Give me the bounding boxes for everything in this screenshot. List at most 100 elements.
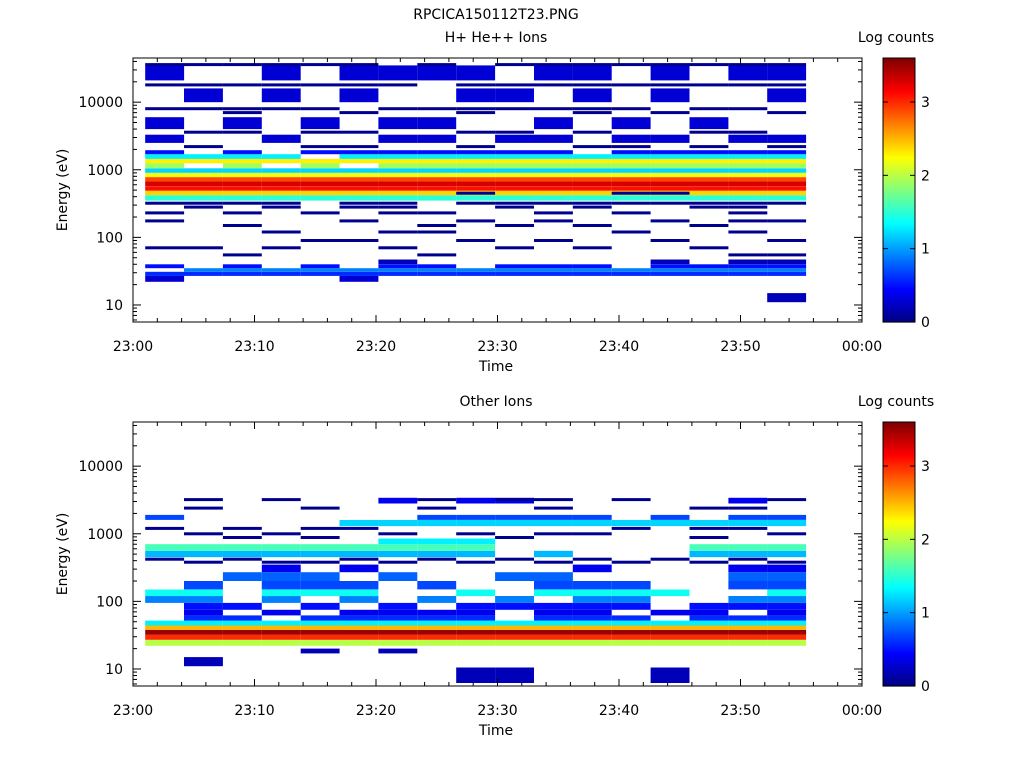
- heatmap-cell: [184, 596, 223, 603]
- heatmap-cell: [534, 506, 573, 510]
- colorbar-segment: [883, 156, 915, 159]
- heatmap-cell: [534, 514, 573, 520]
- colorbar-segment: [883, 466, 915, 469]
- heatmap-cell: [611, 526, 651, 530]
- heatmap-cell: [145, 620, 185, 626]
- heatmap-cell: [222, 186, 262, 191]
- heatmap-cell: [611, 271, 651, 276]
- colorbar-segment: [883, 298, 915, 301]
- heatmap-cell: [728, 172, 768, 178]
- heatmap-cell: [222, 172, 262, 178]
- colorbar-segment: [883, 180, 915, 183]
- heatmap-cell: [339, 581, 379, 590]
- heatmap-cell: [417, 163, 457, 169]
- heatmap-cell: [378, 150, 418, 155]
- heatmap-cell: [300, 589, 340, 597]
- heatmap-cell: [767, 560, 807, 564]
- colorbar-segment: [883, 512, 915, 515]
- colorbar-segment: [883, 128, 915, 131]
- x-tick-label: 00:00: [842, 339, 882, 355]
- heatmap-cell: [456, 65, 496, 81]
- heatmap-cell: [300, 158, 340, 164]
- heatmap-cell: [534, 572, 573, 581]
- colorbar-segment: [883, 550, 915, 553]
- colorbar-segment: [883, 168, 915, 171]
- heatmap-cell: [689, 246, 729, 250]
- colorbar-segment: [883, 552, 915, 555]
- colorbar-segment: [883, 246, 915, 249]
- heatmap-cell: [728, 268, 768, 272]
- heatmap-cell: [378, 639, 418, 646]
- heatmap-cell: [145, 271, 185, 276]
- heatmap-cell: [495, 195, 534, 201]
- colorbar-segment: [883, 220, 915, 223]
- heatmap-cell: [222, 271, 262, 276]
- heatmap-cell: [222, 639, 262, 646]
- heatmap-cell: [650, 65, 690, 81]
- heatmap-cell: [650, 639, 690, 646]
- heatmap-cell: [145, 181, 185, 187]
- heatmap-cell: [572, 172, 612, 178]
- heatmap-cell: [611, 145, 651, 149]
- heatmap-cell: [572, 186, 612, 191]
- heatmap-cell: [767, 201, 807, 205]
- heatmap-cell: [456, 163, 496, 169]
- colorbar-tick-label: 1: [921, 606, 930, 622]
- colorbar-segment: [883, 626, 915, 629]
- colorbar-segment: [883, 450, 915, 453]
- heatmap-cell: [689, 550, 729, 558]
- heatmap-cell: [222, 620, 262, 626]
- heatmap-cell: [378, 181, 418, 187]
- heatmap-cell: [534, 163, 573, 169]
- heatmap-cell: [339, 620, 379, 626]
- heatmap-cell: [222, 557, 262, 561]
- heatmap-cell: [456, 667, 496, 683]
- colorbar-segment: [883, 92, 915, 95]
- heatmap-cell: [339, 615, 379, 621]
- heatmap-cell: [339, 268, 379, 272]
- heatmap-cell: [145, 514, 185, 520]
- colorbar-segment: [883, 294, 915, 297]
- heatmap-cell: [767, 111, 807, 115]
- heatmap-cell: [222, 107, 262, 111]
- heatmap-cell: [222, 195, 262, 201]
- colorbar-segment: [883, 198, 915, 201]
- heatmap-cell: [534, 190, 573, 196]
- colorbar-tick-label: 0: [921, 315, 930, 331]
- heatmap-cell: [184, 615, 223, 621]
- heatmap-cell: [495, 557, 534, 561]
- colorbar-tick-label: 2: [921, 168, 930, 184]
- heatmap-cell: [456, 609, 496, 616]
- heatmap-cell: [456, 615, 496, 621]
- heatmap-cell: [495, 168, 534, 173]
- heatmap-cell: [261, 498, 301, 502]
- heatmap-cell: [339, 145, 379, 149]
- heatmap-cell: [145, 557, 185, 561]
- heatmap-cell: [728, 526, 768, 530]
- heatmap-cell: [572, 177, 612, 182]
- heatmap-cell: [417, 538, 457, 545]
- heatmap-cell: [339, 190, 379, 196]
- heatmap-cell: [456, 172, 496, 178]
- heatmap-cell: [378, 230, 418, 234]
- heatmap-cell: [572, 557, 612, 561]
- colorbar-segment: [883, 514, 915, 517]
- heatmap-cell: [456, 497, 496, 504]
- heatmap-cell: [534, 520, 573, 527]
- heatmap-cell: [534, 589, 573, 597]
- heatmap-cell: [728, 107, 768, 111]
- heatmap-cell: [689, 63, 729, 67]
- heatmap-cell: [534, 634, 573, 640]
- heatmap-cell: [184, 107, 223, 111]
- heatmap-cell: [689, 536, 729, 539]
- heatmap-cell: [689, 520, 729, 527]
- heatmap-cell: [184, 544, 223, 551]
- colorbar-segment: [883, 274, 915, 277]
- heatmap-cell: [767, 564, 807, 573]
- heatmap-cell: [650, 168, 690, 173]
- colorbar-segment: [883, 188, 915, 191]
- heatmap-cell: [495, 271, 534, 276]
- heatmap-cell: [222, 526, 262, 530]
- heatmap-cell: [145, 177, 185, 182]
- heatmap-cell: [378, 177, 418, 182]
